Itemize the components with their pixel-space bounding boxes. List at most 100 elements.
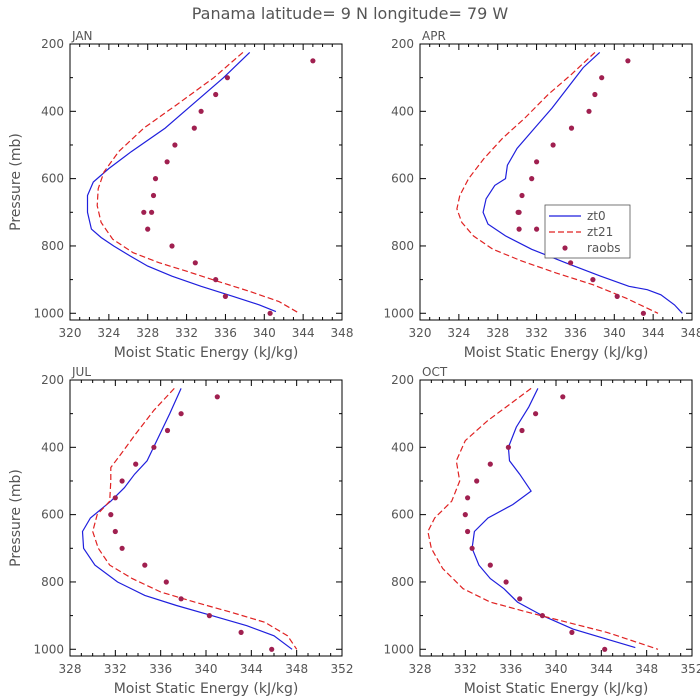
series-zt21-line xyxy=(96,51,300,314)
raobs-point xyxy=(164,159,170,165)
raobs-point xyxy=(515,209,521,215)
x-tick-label: 332 xyxy=(175,326,198,340)
series-zt21-line xyxy=(427,387,659,650)
x-axis-label: Moist Static Energy (kJ/kg) xyxy=(114,345,299,361)
series-zt21-line xyxy=(92,387,298,650)
raobs-point xyxy=(172,142,178,148)
panel-title: JAN xyxy=(71,29,93,43)
raobs-point xyxy=(599,75,605,81)
y-tick-label: 600 xyxy=(391,172,414,186)
legend-label: zt0 xyxy=(587,209,606,223)
panel-oct: OCT 328 332 336 340 344 348 352 200 400 600 800 1000… xyxy=(383,365,700,697)
x-tick-label: 348 xyxy=(635,662,658,676)
raobs-point xyxy=(529,176,535,182)
raobs-points xyxy=(141,58,316,316)
x-tick-label: 340 xyxy=(195,662,218,676)
y-tick-label: 400 xyxy=(391,104,414,118)
panel-title: JUL xyxy=(71,365,91,379)
raobs-point xyxy=(534,226,540,232)
raobs-point xyxy=(267,310,273,316)
y-tick-label: 400 xyxy=(41,104,64,118)
x-tick-label: 352 xyxy=(331,662,354,676)
legend: zt0 zt21 raobs xyxy=(544,204,631,259)
x-tick-label: 324 xyxy=(447,326,470,340)
raobs-point xyxy=(568,125,575,131)
raobs-point xyxy=(191,125,197,131)
y-tick-label: 600 xyxy=(391,508,414,522)
y-tick-label: 600 xyxy=(41,172,64,186)
raobs-point xyxy=(222,293,228,299)
y-tick-label: 1000 xyxy=(383,642,414,656)
raobs-point xyxy=(465,495,471,501)
y-tick-label: 200 xyxy=(41,37,64,51)
raobs-point xyxy=(474,478,480,484)
series-zt0-line xyxy=(86,51,277,313)
x-tick-label: 328 xyxy=(59,662,82,676)
x-tick-label: 340 xyxy=(253,326,276,340)
raobs-point xyxy=(133,461,139,467)
raobs-point xyxy=(213,277,219,283)
raobs-point xyxy=(534,159,540,165)
panels: JAN 320 324 328 332 336 340 344 348 200 400 600 800 1… xyxy=(8,29,700,697)
x-tick-label: 348 xyxy=(681,326,700,340)
raobs-point xyxy=(503,579,509,585)
raobs-point xyxy=(586,108,592,114)
raobs-point xyxy=(539,613,546,619)
raobs-point xyxy=(533,411,539,417)
x-tick-label: 352 xyxy=(681,662,700,676)
raobs-point xyxy=(192,260,198,266)
x-tick-label: 336 xyxy=(214,326,237,340)
raobs-point xyxy=(505,444,511,450)
y-tick-label: 600 xyxy=(41,508,64,522)
raobs-point xyxy=(141,209,147,215)
raobs-point xyxy=(517,596,523,602)
figure-title: Panama latitude= 9 N longitude= 79 W xyxy=(192,4,509,23)
raobs-point xyxy=(269,646,275,652)
raobs-point xyxy=(310,58,316,64)
raobs-point xyxy=(164,427,171,434)
raobs-point xyxy=(108,511,114,518)
raobs-point xyxy=(569,629,575,636)
raobs-point xyxy=(198,108,204,114)
raobs-point xyxy=(487,562,493,568)
raobs-point xyxy=(592,91,598,98)
x-tick-label: 324 xyxy=(97,326,120,340)
series-zt0-line xyxy=(81,388,293,650)
x-axis-label: Moist Static Energy (kJ/kg) xyxy=(464,681,649,697)
raobs-point xyxy=(568,260,574,266)
y-tick-label: 1000 xyxy=(33,642,64,656)
raobs-point xyxy=(224,75,230,81)
raobs-point xyxy=(163,579,169,585)
raobs-point xyxy=(462,511,468,518)
x-tick-label: 328 xyxy=(486,326,509,340)
x-tick-label: 320 xyxy=(409,326,432,340)
panel-title: APR xyxy=(422,29,446,43)
series-zt21-line xyxy=(456,51,659,314)
raobs-point xyxy=(614,293,620,299)
y-tick-label: 1000 xyxy=(383,306,414,320)
raobs-point xyxy=(602,646,608,652)
x-tick-label: 336 xyxy=(499,662,522,676)
y-tick-label: 800 xyxy=(41,239,64,253)
raobs-point xyxy=(169,243,175,249)
raobs-points xyxy=(108,394,275,652)
legend-label: raobs xyxy=(587,241,621,255)
x-tick-label: 340 xyxy=(545,662,568,676)
x-tick-label: 344 xyxy=(590,662,613,676)
x-tick-label: 332 xyxy=(525,326,548,340)
raobs-point xyxy=(238,629,244,636)
raobs-point xyxy=(516,226,522,232)
x-axis-label: Moist Static Energy (kJ/kg) xyxy=(464,345,649,361)
raobs-point xyxy=(214,394,220,400)
raobs-point xyxy=(145,226,151,232)
raobs-point xyxy=(519,427,525,434)
x-axis-label: Moist Static Energy (kJ/kg) xyxy=(114,681,299,697)
y-axis-label: Pressure (mb) xyxy=(8,469,24,567)
y-tick-label: 200 xyxy=(41,373,64,387)
raobs-point xyxy=(519,192,525,199)
raobs-point xyxy=(550,142,556,148)
raobs-point xyxy=(142,562,148,568)
x-tick-label: 332 xyxy=(104,662,127,676)
y-tick-label: 800 xyxy=(391,575,414,589)
